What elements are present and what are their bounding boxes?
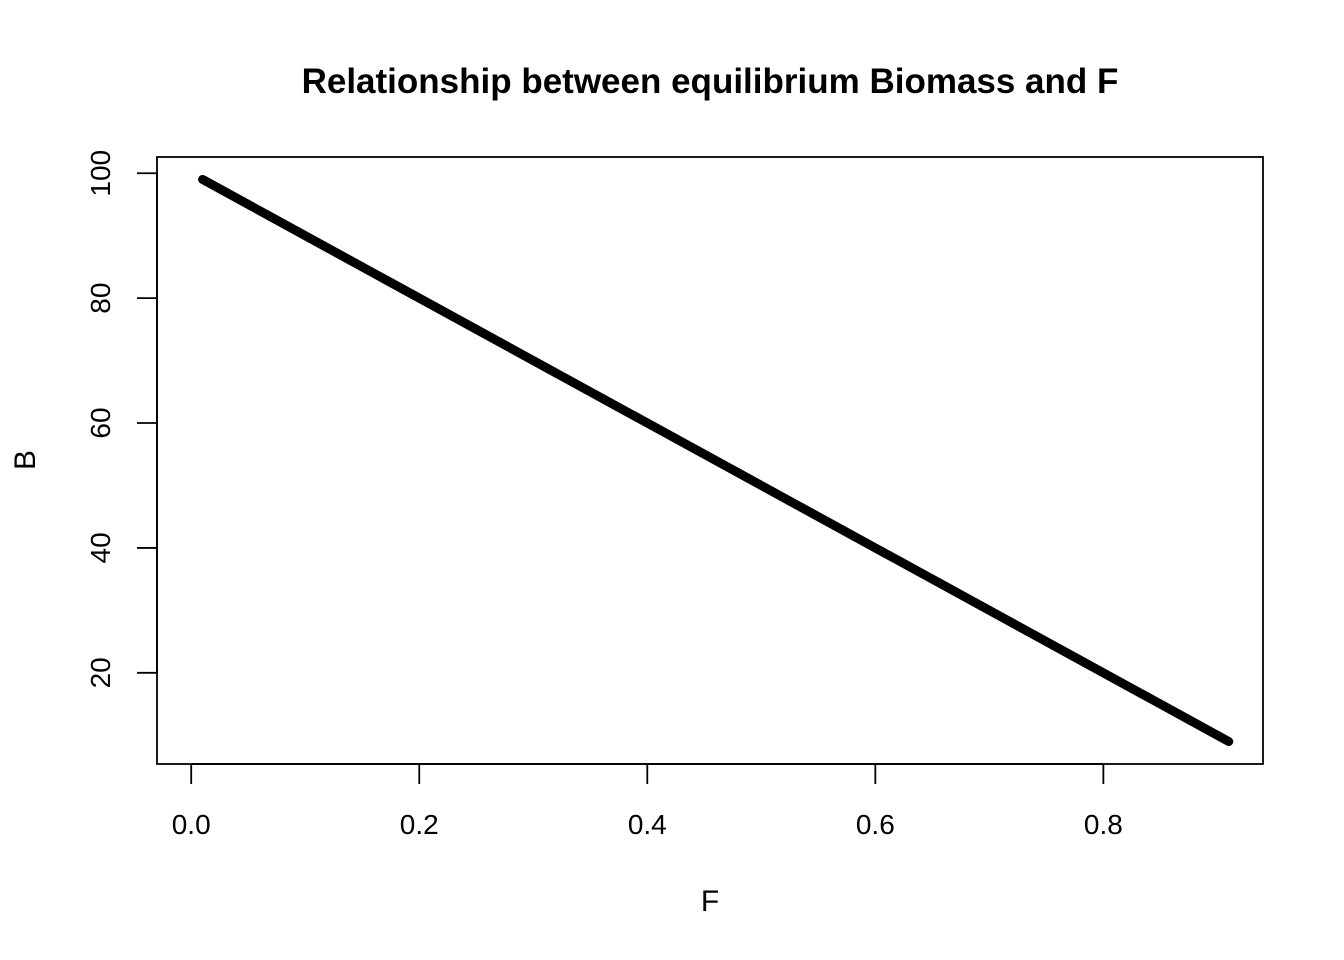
x-axis: 0.0 0.2 0.4 0.6 0.8 bbox=[172, 763, 1123, 840]
y-tick-label: 80 bbox=[85, 283, 116, 314]
x-tick-label: 0.2 bbox=[400, 809, 439, 840]
chart-title: Relationship between equilibrium Biomass… bbox=[302, 62, 1119, 101]
y-tick-label: 60 bbox=[85, 407, 116, 438]
x-tick-label: 0.6 bbox=[856, 809, 895, 840]
x-tick-label: 0.0 bbox=[172, 809, 211, 840]
x-tick-label: 0.8 bbox=[1084, 809, 1123, 840]
x-tick-label: 0.4 bbox=[628, 809, 667, 840]
y-axis: 20 40 60 80 100 bbox=[85, 150, 158, 688]
series-layer bbox=[198, 174, 1234, 747]
y-axis-label: B bbox=[9, 450, 42, 470]
y-tick-label: 100 bbox=[85, 150, 116, 197]
x-axis-label: F bbox=[701, 885, 719, 918]
series-line bbox=[198, 174, 1234, 747]
y-tick-label: 20 bbox=[85, 657, 116, 688]
y-tick-label: 40 bbox=[85, 532, 116, 563]
